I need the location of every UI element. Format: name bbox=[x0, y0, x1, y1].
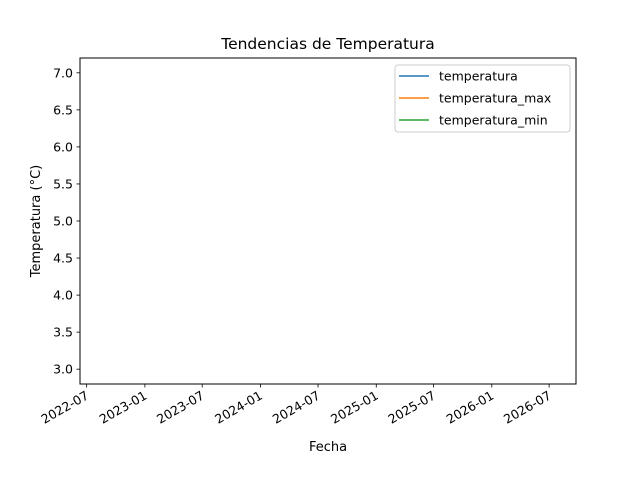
y-tick-label: 7.0 bbox=[53, 65, 73, 80]
y-tick-label: 4.5 bbox=[53, 251, 73, 266]
x-axis-label: Fecha bbox=[309, 440, 347, 455]
y-axis-label: Temperatura (°C) bbox=[29, 165, 44, 278]
y-tick-label: 3.0 bbox=[53, 362, 73, 377]
legend-label: temperatura bbox=[439, 69, 518, 84]
y-axis-ticks: 3.0 3.5 4.0 4.5 5.0 5.5 6.0 6.5 7.0 bbox=[53, 65, 80, 377]
y-tick-label: 4.0 bbox=[53, 288, 73, 303]
legend: temperatura temperatura_max temperatura_mi… bbox=[394, 64, 571, 133]
y-tick-label: 5.0 bbox=[53, 214, 73, 229]
y-tick-label: 3.5 bbox=[53, 325, 73, 340]
y-tick-label: 6.5 bbox=[53, 102, 73, 117]
legend-box bbox=[394, 64, 571, 133]
legend-label: temperatura_max bbox=[439, 91, 551, 106]
legend-label: temperatura_min bbox=[439, 113, 548, 128]
chart-title: Tendencias de Temperatura bbox=[220, 35, 435, 53]
y-tick-label: 5.5 bbox=[53, 176, 73, 191]
y-tick-label: 6.0 bbox=[53, 139, 73, 154]
